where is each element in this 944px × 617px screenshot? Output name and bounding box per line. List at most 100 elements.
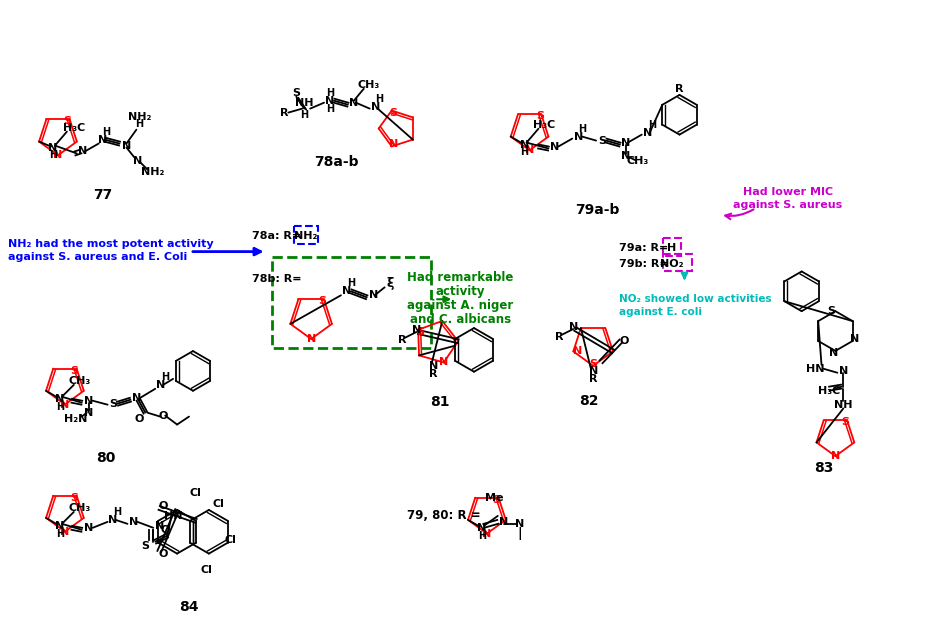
Text: O: O xyxy=(135,413,143,424)
Text: 79b: R=: 79b: R= xyxy=(618,259,667,268)
Text: S: S xyxy=(389,107,397,117)
Text: NO₂: NO₂ xyxy=(659,259,683,268)
Text: N: N xyxy=(128,517,138,527)
Text: N: N xyxy=(371,102,379,112)
Text: R: R xyxy=(397,335,406,345)
Text: 79a-b: 79a-b xyxy=(574,203,618,217)
Text: H₂N: H₂N xyxy=(64,413,88,424)
Text: N: N xyxy=(349,97,358,107)
Text: N: N xyxy=(620,151,630,162)
Text: H: H xyxy=(56,529,64,539)
Text: H: H xyxy=(113,507,122,517)
Text: N: N xyxy=(325,96,334,106)
Text: H: H xyxy=(520,147,528,157)
Text: S: S xyxy=(142,540,149,550)
Text: N: N xyxy=(849,334,858,344)
Text: O: O xyxy=(159,549,168,558)
Text: against S. aureus: against S. aureus xyxy=(733,200,841,210)
Text: N: N xyxy=(514,519,524,529)
Text: H: H xyxy=(56,402,64,412)
Text: S: S xyxy=(840,417,849,427)
Text: NH₂: NH₂ xyxy=(127,112,151,122)
Text: Cl: Cl xyxy=(225,535,236,545)
Text: Had remarkable: Had remarkable xyxy=(407,271,513,284)
Text: N: N xyxy=(429,361,437,371)
Text: N: N xyxy=(132,157,142,167)
Text: H: H xyxy=(160,372,169,382)
Text: CH₃: CH₃ xyxy=(69,376,91,386)
Text: N: N xyxy=(525,146,533,155)
Text: N: N xyxy=(60,526,70,537)
Text: NH₂ had the most potent activity: NH₂ had the most potent activity xyxy=(8,239,213,249)
Text: against E. coli: against E. coli xyxy=(618,307,701,317)
Text: N: N xyxy=(84,523,93,533)
Text: H₃C: H₃C xyxy=(818,386,839,395)
Text: against A. niger: against A. niger xyxy=(407,299,513,312)
Text: N: N xyxy=(439,357,447,368)
Text: N: N xyxy=(155,521,163,531)
Text: N: N xyxy=(568,322,578,332)
Text: 79a: R=: 79a: R= xyxy=(618,242,667,252)
Text: 81: 81 xyxy=(430,394,449,408)
Text: H: H xyxy=(326,88,334,97)
Text: Cl: Cl xyxy=(189,488,201,498)
Text: NH₂: NH₂ xyxy=(141,167,164,177)
Text: 78a: R=: 78a: R= xyxy=(251,231,300,241)
Text: activity: activity xyxy=(435,285,484,298)
Text: 84: 84 xyxy=(179,600,198,614)
Text: HN: HN xyxy=(163,511,182,521)
Text: H: H xyxy=(346,278,355,288)
Text: N: N xyxy=(477,523,486,533)
Text: S: S xyxy=(71,365,78,376)
Text: S: S xyxy=(292,88,300,97)
Text: H: H xyxy=(135,118,143,129)
Text: Had lower MIC: Had lower MIC xyxy=(742,187,832,197)
Text: N: N xyxy=(78,146,87,157)
Text: ξ: ξ xyxy=(386,277,394,290)
Text: NH: NH xyxy=(295,97,313,107)
Text: H: H xyxy=(578,123,585,134)
Text: N: N xyxy=(620,138,630,147)
Text: N: N xyxy=(389,139,398,149)
Text: N: N xyxy=(828,348,837,358)
Text: NO₂ showed low activities: NO₂ showed low activities xyxy=(618,294,770,304)
Text: 79, 80: R =: 79, 80: R = xyxy=(407,509,480,522)
Text: N: N xyxy=(122,141,131,151)
Text: S: S xyxy=(110,399,117,408)
Text: N: N xyxy=(549,141,559,152)
Text: 83: 83 xyxy=(813,461,833,475)
Text: N: N xyxy=(572,346,582,357)
Text: N: N xyxy=(84,395,93,406)
Text: N: N xyxy=(108,515,117,525)
Text: N: N xyxy=(60,399,70,410)
Text: CH₃: CH₃ xyxy=(69,503,91,513)
Text: HN: HN xyxy=(805,364,824,374)
Text: 82: 82 xyxy=(579,394,598,408)
Text: N: N xyxy=(498,517,508,527)
Text: O: O xyxy=(159,501,168,511)
Text: N: N xyxy=(369,290,378,300)
Text: N: N xyxy=(519,139,529,149)
Text: Me: Me xyxy=(484,493,502,503)
Text: N: N xyxy=(306,334,315,344)
Text: R: R xyxy=(588,374,597,384)
Text: H₃C: H₃C xyxy=(62,123,85,133)
Text: and C. albicans: and C. albicans xyxy=(409,313,510,326)
Text: N: N xyxy=(573,131,582,141)
Text: against S. aureus and E. Coli: against S. aureus and E. Coli xyxy=(8,252,187,262)
Text: S: S xyxy=(63,117,72,126)
Text: H: H xyxy=(647,120,655,130)
Text: N: N xyxy=(48,143,58,152)
Text: N: N xyxy=(131,393,141,403)
Text: N: N xyxy=(56,521,64,531)
Text: Cl: Cl xyxy=(201,565,212,574)
Text: N: N xyxy=(830,451,839,461)
Text: H: H xyxy=(478,531,485,540)
Text: H: H xyxy=(103,126,110,136)
Text: S: S xyxy=(71,492,78,503)
Text: 80: 80 xyxy=(96,451,115,465)
Text: N: N xyxy=(98,135,107,144)
Text: CH₃: CH₃ xyxy=(357,80,379,90)
Text: S: S xyxy=(588,359,597,369)
Text: S: S xyxy=(598,136,605,146)
